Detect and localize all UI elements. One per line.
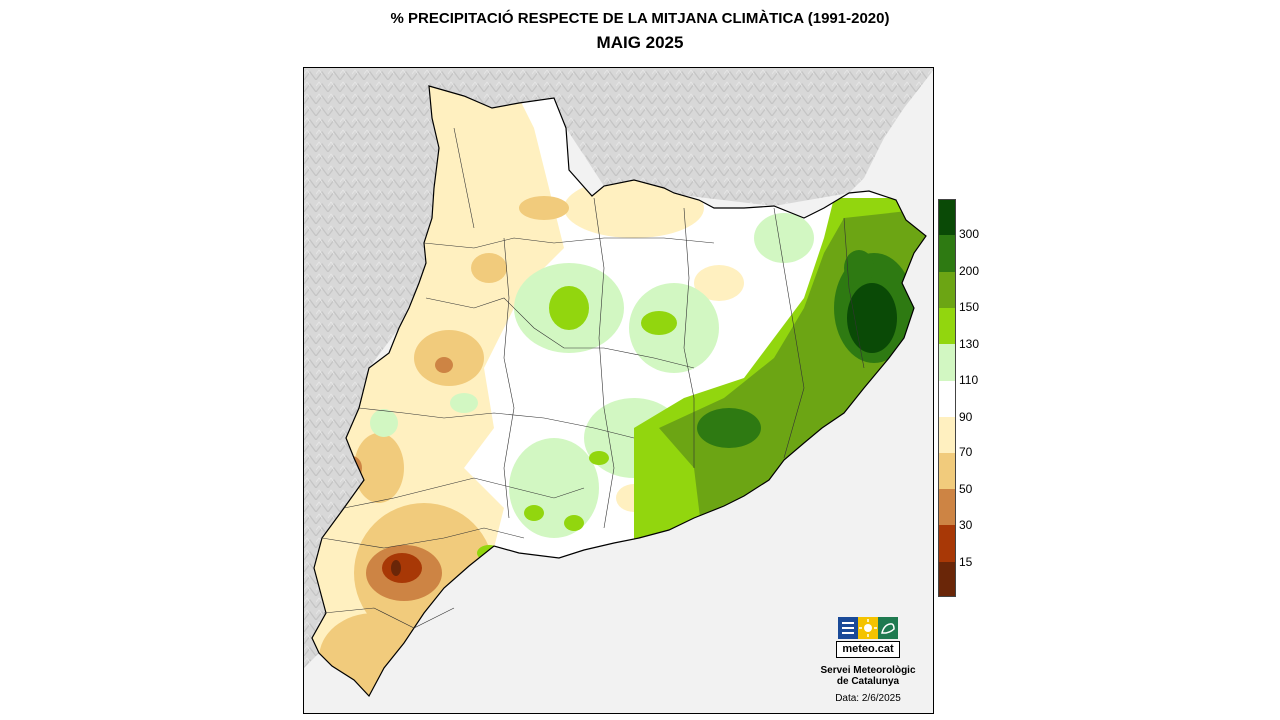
- map-svg: [304, 68, 933, 713]
- legend-label: 15: [959, 555, 973, 569]
- legend-swatch: [939, 525, 955, 562]
- logo-sun-icon: [858, 617, 878, 639]
- legend-color-bar: [938, 199, 956, 597]
- legend-label: 50: [959, 482, 973, 496]
- county-boundaries: [321, 127, 865, 629]
- legend-swatch: [939, 235, 955, 272]
- logo-brand-text: meteo.cat: [836, 641, 900, 658]
- logo-wave-icon: [838, 617, 858, 639]
- legend-swatch: [939, 562, 955, 596]
- legend-label: 110: [959, 373, 979, 387]
- logo-map-icon: [878, 617, 898, 639]
- map-date: Data: 2/6/2025: [835, 693, 901, 704]
- legend-label: 130: [959, 337, 980, 351]
- legend-swatch: [939, 200, 955, 235]
- catalonia-border: [311, 85, 927, 698]
- legend-swatch: [939, 417, 955, 453]
- map-title: % PRECIPITACIÓ RESPECTE DE LA MITJANA CL…: [390, 10, 890, 27]
- org-line-2: de Catalunya: [836, 676, 900, 687]
- legend-swatch: [939, 453, 955, 489]
- surrounding-terrain: [304, 68, 933, 668]
- legend-label: 150: [959, 300, 980, 314]
- legend-label: 30: [959, 518, 973, 532]
- legend-label: 90: [959, 410, 973, 424]
- legend-swatch: [939, 272, 955, 308]
- legend-label: 200: [959, 264, 980, 278]
- meteocat-logo: [836, 617, 900, 659]
- map-subtitle: MAIG 2025: [596, 33, 684, 52]
- legend-swatch: [939, 381, 955, 417]
- legend-swatch: [939, 489, 955, 525]
- legend-label: 70: [959, 445, 973, 459]
- legend-swatch: [939, 344, 955, 381]
- precipitation-map: [303, 67, 934, 714]
- organization-name: Servei Meteorològic de Catalunya: [800, 665, 936, 687]
- legend-swatch: [939, 308, 955, 344]
- legend-label: 300: [959, 227, 980, 241]
- org-line-1: Servei Meteorològic: [820, 665, 916, 676]
